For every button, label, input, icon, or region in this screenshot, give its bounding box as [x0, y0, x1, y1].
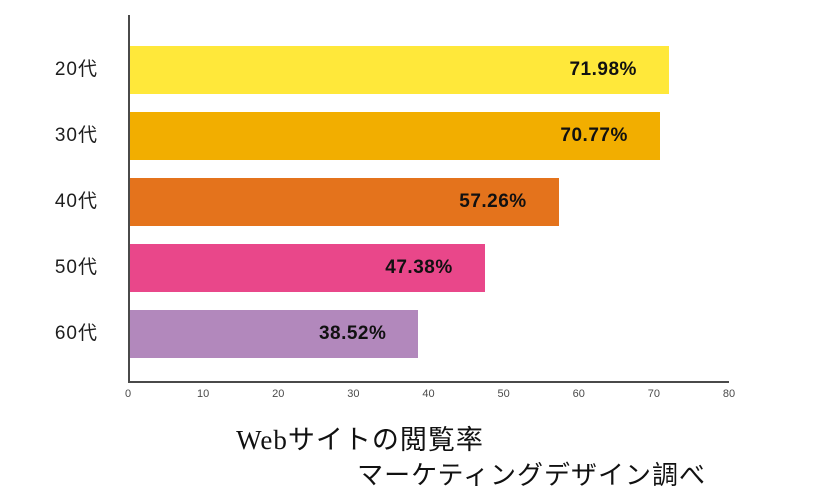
category-label: 50代 [54, 257, 98, 278]
bar: 38.52% [130, 310, 419, 358]
bar-value-label: 38.52% [318, 323, 387, 344]
bar-row: 40代 57.26% [55, 178, 729, 226]
chart-source-note: マーケティングデザイン調べ [357, 461, 706, 490]
bar-value-label: 70.77% [560, 125, 628, 146]
bar: 70.77% [130, 112, 660, 160]
bar-row: 20代 71.98% [55, 46, 729, 94]
category-label: 60代 [54, 323, 98, 344]
x-tick-label: 30 [347, 388, 360, 400]
category-label: 30代 [54, 125, 98, 146]
x-tick-label: 70 [647, 388, 660, 400]
bars-area: 20代 71.98% 30代 70.77% 40代 57.26% 50代 47.38% 60代 3… [55, 15, 729, 381]
bar-value-label: 71.98% [569, 59, 637, 80]
category-label: 20代 [54, 59, 98, 80]
category-label: 40代 [54, 191, 98, 212]
bar-row: 50代 47.38% [55, 244, 729, 292]
bar: 71.98% [130, 46, 669, 94]
chart-title: Webサイトの閲覧率 [236, 425, 484, 455]
bar-row: 60代 38.52% [55, 310, 729, 358]
bar-value-label: 47.38% [385, 257, 453, 278]
x-axis-ticks: 0 10 20 30 40 50 60 70 80 [124, 388, 735, 404]
x-tick-label: 10 [197, 388, 210, 400]
bar-value-label: 57.26% [459, 191, 527, 212]
bar: 57.26% [130, 178, 559, 226]
x-tick-label: 50 [497, 388, 510, 400]
x-tick-label: 60 [572, 388, 585, 400]
bar: 47.38% [130, 244, 485, 292]
x-tick-label: 0 [124, 388, 132, 400]
x-tick-label: 80 [722, 388, 736, 400]
bar-row: 30代 70.77% [55, 112, 729, 160]
x-tick-label: 40 [422, 388, 435, 400]
plot-area: 20代 71.98% 30代 70.77% 40代 57.26% 50代 47.38% 60代 3… [55, 15, 729, 383]
x-tick-label: 20 [272, 388, 285, 400]
